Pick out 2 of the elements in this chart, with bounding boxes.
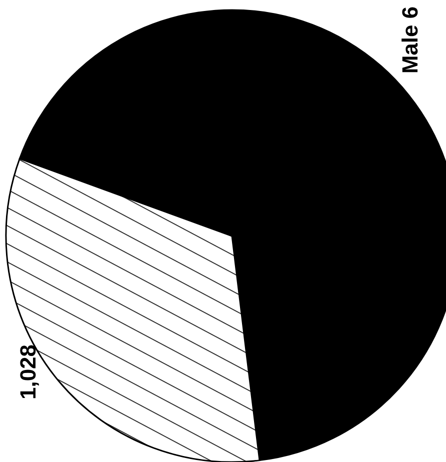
slice-label: 1,028 (16, 344, 40, 400)
slice-label: Male 6 (398, 6, 422, 74)
